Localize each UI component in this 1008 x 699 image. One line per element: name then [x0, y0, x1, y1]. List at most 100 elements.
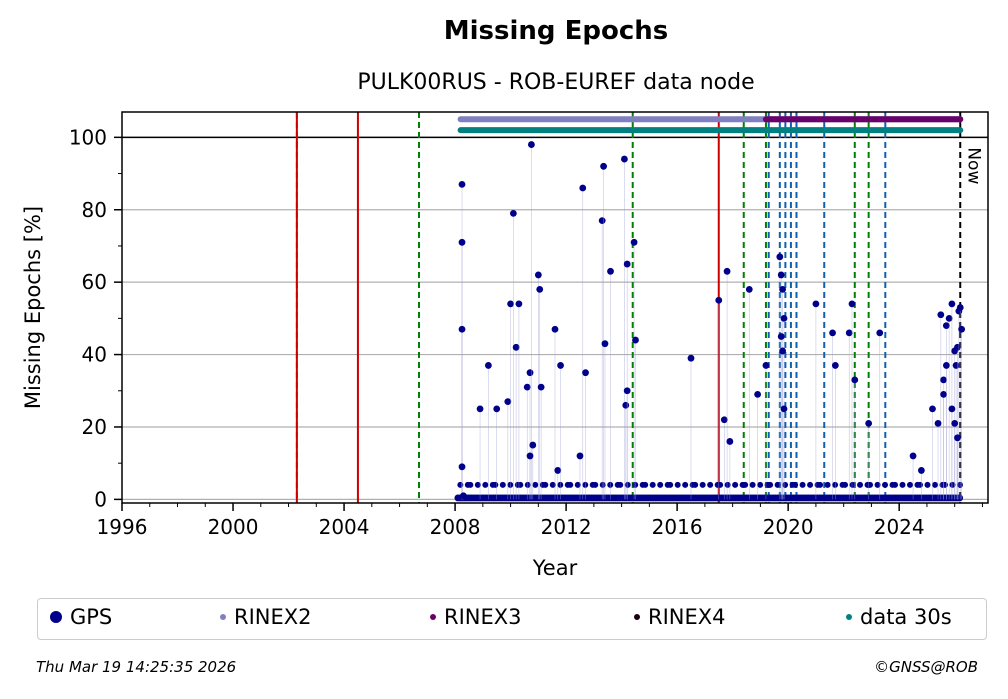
- gps-baseline-point: [792, 481, 799, 488]
- gps-point: [515, 300, 523, 308]
- x-tick-label: 1996: [97, 515, 148, 539]
- gps-baseline-point: [467, 481, 474, 488]
- gps-baseline-point: [599, 481, 606, 488]
- legend-item-rinex4: RINEX4: [634, 605, 726, 629]
- data30s-marker-icon: [846, 614, 852, 620]
- gps-point: [958, 325, 966, 333]
- gps-point: [537, 383, 545, 391]
- gps-baseline-point: [757, 481, 764, 488]
- gps-point: [754, 390, 762, 398]
- gps-point: [551, 325, 559, 333]
- gps-point: [484, 362, 492, 369]
- gps-point: [526, 452, 534, 460]
- x-tick-label: 2008: [430, 515, 481, 539]
- gps-point: [512, 343, 520, 351]
- gps-baseline-point: [692, 481, 699, 488]
- gps-point: [504, 398, 512, 406]
- gps-point: [576, 452, 584, 460]
- gps-point: [951, 419, 959, 427]
- gps-baseline-point: [524, 481, 531, 488]
- rinex3-marker-icon: [430, 614, 436, 620]
- gps-point: [528, 141, 535, 148]
- gps-baseline-point: [492, 481, 499, 488]
- gps-baseline-point: [949, 481, 956, 488]
- chart-subtitle: PULK00RUS - ROB-EUREF data node: [357, 70, 755, 95]
- gps-baseline-point: [649, 481, 656, 488]
- gps-point: [942, 362, 950, 369]
- gps-baseline-point: [742, 481, 749, 488]
- gps-baseline-point: [907, 481, 914, 488]
- gps-baseline-point: [931, 481, 938, 488]
- event-lines: [295, 112, 962, 503]
- y-tick-label: 0: [94, 487, 107, 511]
- gps-baseline-point: [624, 481, 631, 488]
- gps-point: [779, 347, 787, 355]
- x-axis-label: Year: [532, 556, 578, 580]
- gps-baseline-point: [617, 481, 624, 488]
- gps-point: [934, 419, 942, 427]
- gps-point: [536, 285, 544, 293]
- gps-point: [845, 329, 853, 337]
- gps-point: [493, 405, 501, 413]
- y-axis-label: Missing Epochs [%]: [21, 206, 45, 409]
- gps-baseline-point: [874, 481, 881, 488]
- gps-baseline-point: [549, 481, 556, 488]
- footer-timestamp: Thu Mar 19 14:25:35 2026: [36, 658, 237, 676]
- gps-point: [937, 311, 945, 319]
- legend-label: GPS: [70, 605, 113, 629]
- gps-baseline-point: [682, 481, 689, 488]
- gps-point: [945, 314, 953, 322]
- gps-point: [952, 362, 960, 369]
- gps-baseline-point: [642, 481, 649, 488]
- gps-baseline-point: [657, 481, 664, 488]
- gps-point: [579, 184, 587, 192]
- gps-baseline-point: [857, 481, 864, 488]
- gps-baseline-point: [532, 481, 539, 488]
- gps-series: [454, 141, 966, 502]
- gps-baseline-point: [782, 481, 789, 488]
- y-tick-label: 80: [82, 198, 107, 222]
- gps-point: [954, 434, 961, 442]
- availability-bars: [457, 116, 964, 134]
- legend: GPS RINEX2 RINEX3 RINEX4 data 30s: [37, 598, 987, 640]
- legend-label: data 30s: [860, 605, 952, 629]
- gps-baseline-point: [499, 481, 506, 488]
- gps-point: [554, 467, 562, 474]
- gps-baseline-point: [474, 481, 481, 488]
- gps-point: [723, 267, 731, 275]
- gps-point: [865, 419, 873, 427]
- gps-baseline-point: [817, 481, 824, 488]
- gps-marker-icon: [50, 611, 62, 623]
- gps-point: [812, 300, 820, 308]
- gps-point: [777, 333, 785, 340]
- gps-baseline-point: [867, 481, 874, 488]
- gps-point: [762, 362, 770, 369]
- gps-point: [620, 155, 628, 163]
- x-tick-label: 2016: [652, 515, 703, 539]
- gps-point: [458, 181, 466, 188]
- chart-canvas: 1996 2000 2004 2008 2012 2016 2020 2024 0 20 40 60 8…: [21, 111, 989, 580]
- gps-point: [476, 405, 484, 413]
- gps-baseline-point: [916, 481, 923, 488]
- x-tick-label: 2020: [763, 515, 814, 539]
- gps-point: [601, 340, 609, 348]
- gps-baseline-point: [717, 481, 724, 488]
- gps-point: [534, 271, 542, 279]
- rinex4-marker-icon: [634, 614, 640, 620]
- y-tick-label: 40: [82, 343, 107, 367]
- gps-point: [632, 336, 639, 344]
- gps-baseline-point: [882, 481, 889, 488]
- gps-point: [940, 390, 947, 398]
- gps-point: [948, 300, 956, 308]
- gps-point: [779, 285, 787, 293]
- y-tick-label: 100: [69, 125, 107, 149]
- gps-baseline-point: [824, 481, 831, 488]
- gps-baseline-point: [699, 481, 706, 488]
- gps-baseline-point: [807, 481, 814, 488]
- gps-point: [623, 260, 631, 268]
- gps-point: [909, 452, 917, 460]
- x-tick-label: 2024: [874, 515, 925, 539]
- axes: [121, 111, 989, 504]
- gps-point: [523, 383, 531, 391]
- gps-baseline-point: [707, 481, 714, 488]
